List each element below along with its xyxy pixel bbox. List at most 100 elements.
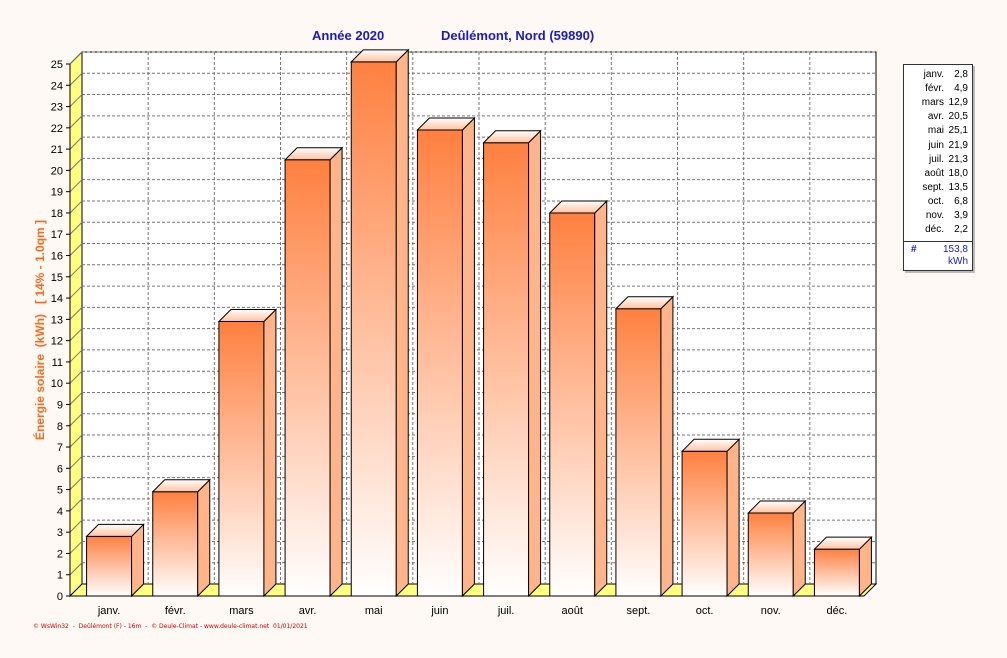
legend-total-unit: kWh bbox=[948, 256, 968, 267]
y-tick-label: 12 bbox=[51, 336, 63, 348]
legend-month: août bbox=[924, 167, 944, 179]
bar-mars bbox=[217, 308, 278, 598]
legend-value: 6,8 bbox=[954, 195, 968, 207]
grid-line-wall bbox=[69, 51, 83, 65]
bar-side bbox=[197, 478, 211, 598]
legend-month: juil. bbox=[928, 153, 944, 165]
bar-front bbox=[615, 308, 662, 597]
footer-credits: © WsWin32 - Deûlémont (F) - 16m - © Deul… bbox=[33, 623, 308, 630]
grid-line-wall bbox=[69, 136, 83, 150]
legend-row: nov. 3,9 bbox=[904, 209, 972, 222]
bar-top bbox=[813, 536, 873, 550]
grid-line-wall bbox=[69, 94, 83, 107]
left-wall bbox=[69, 50, 83, 598]
bar-août bbox=[548, 199, 608, 598]
bar-top bbox=[85, 523, 145, 537]
legend-value: 21,9 bbox=[948, 139, 968, 151]
y-tick-label: 14 bbox=[51, 293, 63, 305]
legend-row: déc. 2,2 bbox=[904, 223, 972, 236]
y-tick-label: 4 bbox=[57, 506, 63, 518]
legend-value: 13,5 bbox=[948, 181, 968, 193]
y-tick-label: 0 bbox=[57, 591, 63, 603]
bar-side bbox=[329, 146, 343, 598]
legend-value: 4,9 bbox=[954, 83, 968, 95]
bar-front bbox=[813, 548, 860, 597]
bar-front bbox=[152, 491, 199, 597]
x-tick-label: juil. bbox=[497, 605, 515, 617]
bar-sept. bbox=[614, 295, 675, 598]
grid-line-wall bbox=[69, 455, 83, 469]
legend-month: déc. bbox=[925, 224, 944, 236]
bar-top bbox=[151, 479, 211, 493]
legend-separator bbox=[904, 241, 972, 242]
bar-nov. bbox=[747, 499, 807, 598]
legend-value: 20,5 bbox=[948, 111, 968, 123]
y-tick-label: 25 bbox=[51, 59, 63, 71]
legend-row: juil. 21,3 bbox=[904, 153, 972, 166]
legend-row: oct. 6,8 bbox=[904, 195, 972, 208]
bar-front bbox=[483, 142, 530, 597]
legend-month: févr. bbox=[925, 83, 944, 95]
legend-row: mai 25,1 bbox=[904, 124, 972, 137]
bar-top bbox=[416, 117, 476, 131]
bar-front bbox=[549, 212, 596, 597]
y-tick-label: 19 bbox=[51, 187, 63, 199]
x-tick-label: mai bbox=[365, 605, 383, 617]
legend-row: août 18,0 bbox=[904, 167, 972, 180]
bar-side bbox=[263, 308, 277, 598]
y-tick-label: 1 bbox=[57, 570, 63, 582]
legend-row: févr. 4,9 bbox=[904, 82, 972, 95]
bar-side bbox=[461, 116, 475, 598]
y-tick-label: 9 bbox=[57, 399, 63, 411]
bar-avr. bbox=[283, 146, 344, 598]
legend-month: avr. bbox=[927, 111, 944, 123]
legend-value: 2,8 bbox=[954, 69, 968, 80]
x-tick-label: avr. bbox=[299, 605, 317, 617]
bar-top bbox=[482, 130, 542, 144]
y-tick-label: 7 bbox=[57, 442, 63, 454]
grid-line-wall bbox=[69, 328, 83, 341]
legend-month: juin bbox=[928, 139, 944, 151]
grid-line-wall bbox=[69, 285, 83, 299]
legend-month: mars bbox=[921, 97, 944, 109]
x-tick-label: août bbox=[562, 605, 583, 617]
bar-top bbox=[283, 147, 344, 161]
x-tick-label: janv. bbox=[97, 605, 120, 617]
y-tick-label: 10 bbox=[51, 378, 63, 390]
y-tick-label: 17 bbox=[51, 229, 63, 241]
grid-line-wall bbox=[69, 221, 83, 235]
grid-line-wall bbox=[69, 392, 83, 405]
y-tick-label: 20 bbox=[51, 165, 63, 177]
legend-total-symbol: # bbox=[911, 244, 917, 255]
grid-line-wall bbox=[69, 243, 83, 256]
grid-line-wall bbox=[69, 179, 83, 193]
y-tick-label: 21 bbox=[51, 144, 63, 156]
legend-row: janv. 2,8 bbox=[904, 68, 972, 81]
grid-line-wall bbox=[69, 158, 83, 171]
legend-value: 12,9 bbox=[948, 97, 968, 109]
legend-month: janv. bbox=[923, 69, 944, 80]
bar-front bbox=[416, 129, 463, 597]
bar-side bbox=[594, 199, 608, 598]
y-tick-label: 11 bbox=[52, 357, 63, 369]
grid-line-wall bbox=[69, 434, 83, 448]
bar-top bbox=[747, 500, 807, 514]
legend-row: sept. 13,5 bbox=[904, 181, 972, 194]
values-legend: janv. 2,8 févr. 4,9 mars 12,9 avr. 20,5 mai 25,1 j… bbox=[903, 64, 973, 271]
y-tick-label: 16 bbox=[51, 251, 63, 263]
legend-month: mai bbox=[927, 125, 944, 137]
grid-line-wall bbox=[69, 264, 83, 278]
bar-janv. bbox=[85, 523, 145, 598]
legend-value: 2,2 bbox=[954, 224, 968, 236]
bar-side bbox=[528, 129, 542, 598]
bar-front bbox=[747, 512, 794, 597]
x-tick-label: juin bbox=[430, 605, 448, 617]
bar-top bbox=[614, 296, 675, 310]
y-tick-label: 3 bbox=[57, 527, 63, 539]
bar-déc. bbox=[813, 535, 873, 598]
bar-top bbox=[548, 200, 608, 214]
grid-line-wall bbox=[69, 498, 83, 512]
bar-front bbox=[681, 450, 728, 597]
